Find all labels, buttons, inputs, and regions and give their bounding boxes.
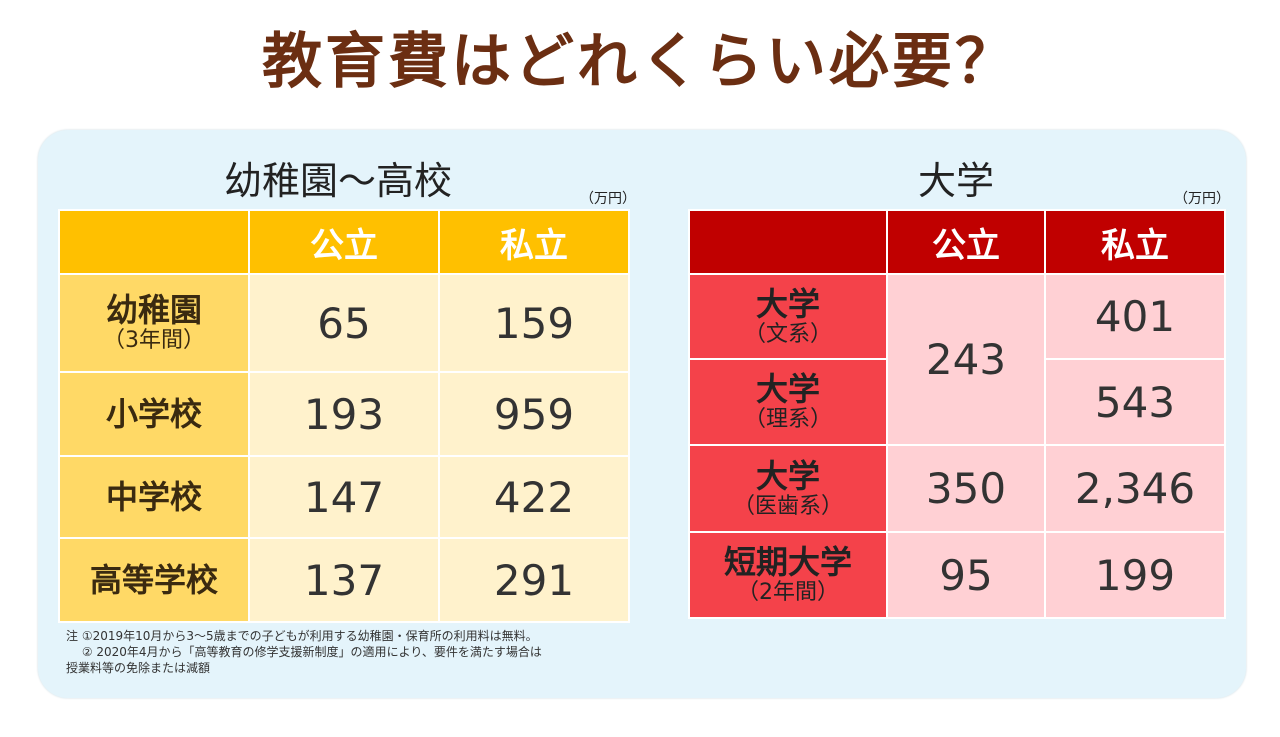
column-header-private: 私立: [1044, 209, 1226, 275]
row-label: 高等学校: [58, 537, 250, 623]
row-label: 短期大学 （2年間）: [688, 531, 888, 619]
section-title-k12: 幼稚園〜高校: [224, 159, 453, 203]
cell-private: 959: [438, 371, 630, 457]
row-label: 大学 （文系）: [688, 273, 888, 360]
cell-private: 422: [438, 455, 630, 539]
university-cost-table: 公立 私立 大学 （文系） 243 401 大学 （理系） 543 大学 （医歯…: [688, 209, 1226, 619]
row-label: 大学 （理系）: [688, 358, 888, 446]
table-row: 中学校 147 422: [58, 455, 630, 539]
column-header-public: 公立: [248, 209, 440, 275]
footnote-line: ② 2020年4月から「高等教育の修学支援新制度」の適用により、要件を満たす場合…: [66, 645, 542, 659]
row-label-sub: （3年間）: [103, 328, 205, 353]
unit-label-k12: （万円）: [580, 191, 636, 207]
row-label-sub: （2年間）: [737, 580, 839, 605]
row-label-main: 中学校: [105, 478, 202, 516]
row-label-sub: （理系）: [743, 407, 832, 432]
table-row: 小学校 193 959: [58, 371, 630, 457]
row-label-main: 幼稚園: [105, 291, 202, 329]
row-label: 中学校: [58, 455, 250, 539]
page-title: 教育費はどれくらい必要？: [262, 27, 1018, 97]
cell-private: 159: [438, 273, 630, 373]
cell-private: 199: [1044, 531, 1226, 619]
cell-public-merged: 243: [886, 273, 1046, 446]
table-header-blank: [58, 209, 250, 275]
footnotes: 注 ①2019年10月から3〜5歳までの子どもが利用する幼稚園・保育所の利用料は…: [66, 628, 646, 676]
cell-private: 401: [1044, 273, 1226, 360]
unit-label-university: （万円）: [1174, 191, 1230, 207]
row-label-main: 小学校: [105, 395, 202, 433]
row-label-sub: （文系）: [743, 321, 832, 347]
row-label-main: 大学: [755, 370, 820, 408]
cell-private: 543: [1044, 358, 1226, 446]
row-label-main: 高等学校: [89, 561, 218, 599]
table-row: 短期大学 （2年間） 95 199: [688, 531, 1226, 619]
cell-private: 2,346: [1044, 444, 1226, 533]
footnote-line: 授業料等の免除または減額: [66, 661, 211, 675]
row-label: 小学校: [58, 371, 250, 457]
table-row: 大学 （理系） 543: [688, 358, 1226, 446]
row-label-main: 大学: [755, 456, 820, 495]
row-label-main: 短期大学: [723, 543, 852, 581]
cell-public: 193: [248, 371, 440, 457]
cell-public: 147: [248, 455, 440, 539]
cell-public: 137: [248, 537, 440, 623]
column-header-public: 公立: [886, 209, 1046, 275]
cell-public: 350: [886, 444, 1046, 533]
cell-public: 65: [248, 273, 440, 373]
k12-cost-table: 公立 私立 幼稚園 （3年間） 65 159 小学校 193 959 中学校 1…: [58, 209, 630, 623]
footnote-line: 注 ①2019年10月から3〜5歳までの子どもが利用する幼稚園・保育所の利用料は…: [66, 629, 538, 643]
row-label: 幼稚園 （3年間）: [58, 273, 250, 373]
cell-public: 95: [886, 531, 1046, 619]
table-row: 大学 （文系） 243 401: [688, 273, 1226, 446]
table-header-blank: [688, 209, 888, 275]
row-label-sub: （医歯系）: [732, 493, 843, 519]
cell-private: 291: [438, 537, 630, 623]
section-title-university: 大学: [918, 159, 995, 203]
row-label-main: 大学: [755, 284, 820, 323]
table-row: 高等学校 137 291: [58, 537, 630, 623]
table-row: 大学 （医歯系） 350 2,346: [688, 444, 1226, 533]
row-label: 大学 （医歯系）: [688, 444, 888, 533]
column-header-private: 私立: [438, 209, 630, 275]
table-row: 幼稚園 （3年間） 65 159: [58, 273, 630, 373]
